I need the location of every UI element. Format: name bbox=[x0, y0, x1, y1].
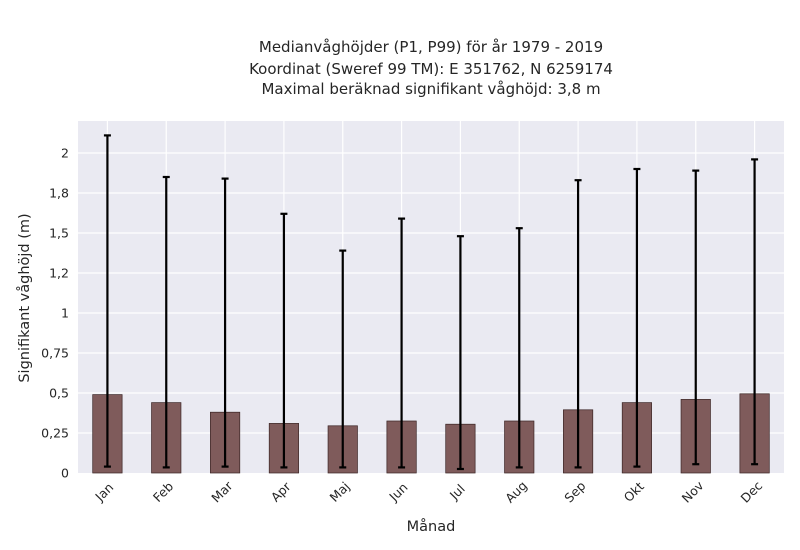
x-axis-label: Månad bbox=[407, 518, 456, 535]
y-tick-label: 0,25 bbox=[41, 426, 69, 441]
y-tick-label: 1,2 bbox=[49, 266, 69, 281]
x-tick-label: Mar bbox=[208, 478, 236, 506]
chart-title-line-3: Maximal beräknad signifikant våghöjd: 3,… bbox=[261, 80, 600, 98]
y-tick-label: 1,8 bbox=[49, 186, 69, 201]
x-tick-label: Apr bbox=[268, 478, 295, 505]
x-tick-label: Maj bbox=[327, 479, 353, 505]
chart-title-line-2: Koordinat (Sweref 99 TM): E 351762, N 62… bbox=[249, 60, 613, 78]
x-tick-label: Jul bbox=[446, 481, 468, 503]
y-tick-label: 1 bbox=[61, 306, 69, 321]
y-tick-label: 2 bbox=[61, 146, 69, 161]
y-gridlines bbox=[78, 152, 784, 434]
x-tick-label: Aug bbox=[502, 478, 530, 506]
x-tick-label: Nov bbox=[679, 477, 707, 505]
x-tick-label: Jun bbox=[385, 480, 410, 505]
x-tick-label: Dec bbox=[738, 478, 766, 506]
y-tick-label: 1,5 bbox=[49, 226, 69, 241]
x-tick-label: Sep bbox=[561, 478, 588, 505]
x-tick-label: Okt bbox=[621, 479, 647, 505]
x-tick-labels: Jan Feb Mar Apr Maj Jun Jul Aug Sep Okt Nov Dec bbox=[91, 477, 765, 505]
error-bars bbox=[103, 134, 759, 471]
y-tick-label: 0,75 bbox=[41, 346, 69, 361]
y-tick-labels: 0 0,25 0,5 0,75 1 1,2 1,5 1,8 2 bbox=[41, 146, 69, 481]
y-tick-label: 0,5 bbox=[49, 386, 69, 401]
x-tick-label: Jan bbox=[91, 480, 116, 505]
y-axis-label: Signifikant våghöjd (m) bbox=[16, 213, 33, 382]
chart-title: Medianvåghöjder (P1, P99) för år 1979 - … bbox=[249, 38, 613, 98]
x-tick-label: Feb bbox=[150, 479, 176, 505]
chart-title-line-1: Medianvåghöjder (P1, P99) för år 1979 - … bbox=[259, 38, 603, 56]
plot-area bbox=[78, 121, 784, 473]
y-tick-label: 0 bbox=[61, 466, 69, 481]
